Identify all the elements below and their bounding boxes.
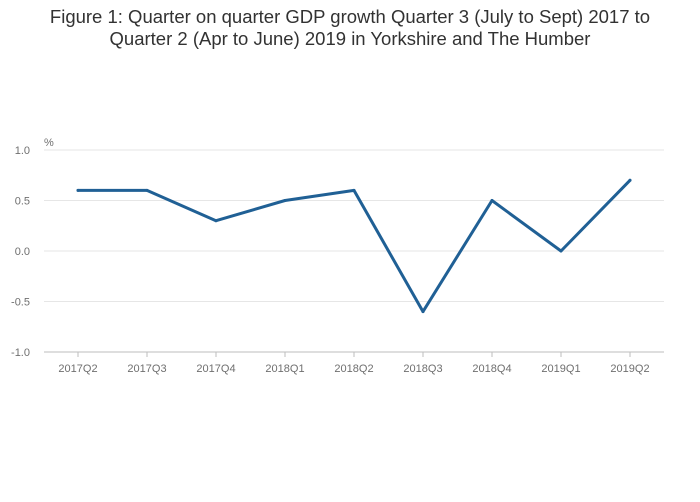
x-tick-label: 2018Q1 <box>265 363 304 375</box>
y-tick-label: 0.0 <box>15 246 30 258</box>
chart-title-line-2: Quarter 2 (Apr to June) 2019 in Yorkshir… <box>109 28 591 49</box>
x-tick-label: 2019Q2 <box>610 363 649 375</box>
x-tick-label: 2017Q4 <box>196 363 235 375</box>
data-point <box>628 178 632 182</box>
data-point <box>76 188 80 192</box>
data-point <box>145 188 149 192</box>
y-tick-label: 1.0 <box>15 145 30 157</box>
x-tick-label: 2017Q2 <box>58 363 97 375</box>
series-lines <box>76 178 632 314</box>
x-tick-label: 2018Q4 <box>472 363 511 375</box>
chart-title-line-1: Figure 1: Quarter on quarter GDP growth … <box>49 6 651 27</box>
data-point <box>490 199 494 202</box>
x-tick-label: 2018Q3 <box>403 363 442 375</box>
data-point <box>421 310 425 314</box>
data-point <box>559 249 563 253</box>
data-point <box>283 199 287 202</box>
y-tick-label: -1.0 <box>11 347 30 359</box>
data-point <box>352 188 356 192</box>
gridlines <box>44 149 664 353</box>
chart-title: Figure 1: Quarter on quarter GDP growth … <box>0 6 700 50</box>
x-tick-label: 2017Q3 <box>127 363 166 375</box>
data-point <box>214 219 218 223</box>
series-line <box>76 178 632 314</box>
y-axis-unit-label: % <box>44 137 54 149</box>
x-tick-label: 2019Q1 <box>541 363 580 375</box>
y-tick-label: -0.5 <box>11 297 30 309</box>
y-tick-label: 0.5 <box>15 196 30 208</box>
x-axis: 2017Q2 2017Q3 2017Q4 2018Q1 2018Q2 2018Q3 2018… <box>58 352 650 375</box>
y-axis: 1.0 0.5 0.0 -0.5 -1.0% <box>11 137 54 359</box>
x-tick-label: 2018Q2 <box>334 363 373 375</box>
